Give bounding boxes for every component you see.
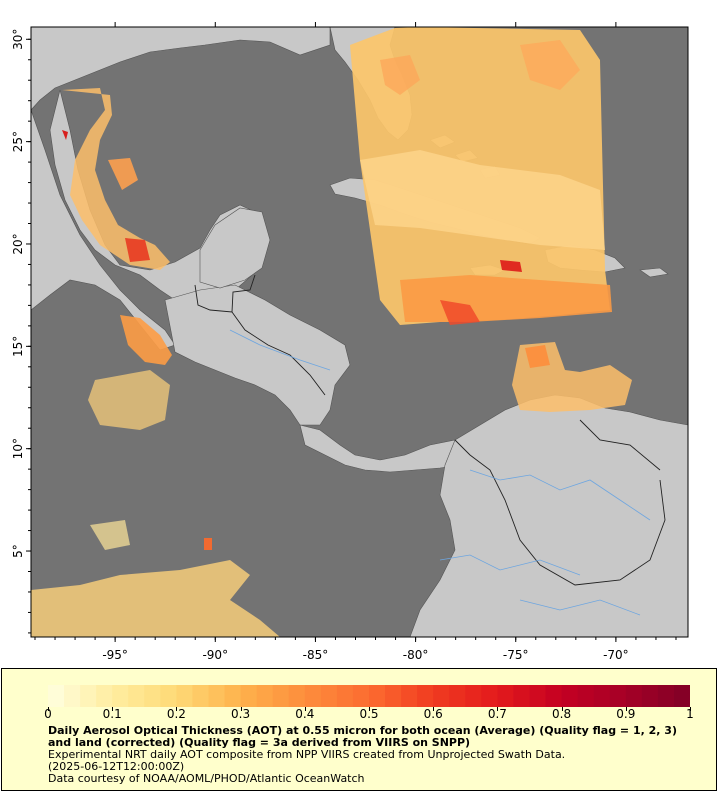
colorbar-cell [497, 685, 514, 707]
legend-source: Experimental NRT daily AOT composite fro… [48, 748, 566, 761]
colorbar-cell [625, 685, 643, 707]
x-axis: -95° -90° -85° -80° -75° -70° [34, 22, 677, 662]
colorbar-cell [401, 685, 418, 707]
colorbar-label: 0.4 [295, 707, 315, 721]
land-us-gulf-coast [31, 27, 331, 111]
colorbar-label: 0.6 [423, 707, 443, 721]
colorbar-cell [417, 685, 434, 707]
colorbar-tick [690, 707, 691, 711]
colorbar-cell [673, 685, 690, 707]
aot-swath-gulf [62, 88, 170, 270]
colorbar-cell [561, 685, 579, 707]
colorbar-cell [385, 685, 402, 707]
aot-swath-southwest [31, 560, 280, 637]
colorbar-tick [48, 707, 49, 711]
colorbar-label: 1 [686, 707, 694, 721]
aot-map: -95° -90° -85° -80° -75° -70° 30° 25° 20° 15° 10°… [11, 22, 689, 662]
y-tick-label: 15° [11, 336, 25, 357]
rivers [229, 329, 651, 616]
colorbar-cell [481, 685, 498, 707]
land-central-america [164, 284, 351, 426]
colorbar-label: 0.3 [231, 707, 251, 721]
colorbar-cell [513, 685, 530, 707]
colorbar-cell [545, 685, 563, 707]
colorbar-cell [657, 685, 675, 707]
x-tick-label: -90° [202, 648, 228, 662]
colorbar-cell [272, 685, 290, 707]
x-tick-label: -85° [303, 648, 329, 662]
colorbar-tick [497, 707, 499, 711]
colorbar-cell [64, 685, 81, 707]
colorbar-cell [224, 685, 242, 707]
colorbar-label: 0.2 [166, 707, 186, 721]
colorbar-cell [176, 685, 193, 707]
x-tick-label: -95° [102, 648, 128, 662]
colorbar-label: 0.1 [102, 707, 122, 721]
colorbar-cell [609, 685, 627, 707]
x-tick-label: -75° [503, 648, 529, 662]
aot-data-layer [31, 27, 632, 637]
colorbar-cell [593, 685, 611, 707]
y-tick-label: 10° [11, 438, 25, 459]
colorbar-cell [48, 685, 65, 707]
colorbar-cell [112, 685, 129, 707]
x-tick-label: -70° [603, 648, 629, 662]
y-tick-label: 5° [11, 544, 25, 558]
colorbar-label: 0.9 [616, 707, 636, 721]
colorbar-tick [561, 707, 563, 711]
legend-caption: Daily Aerosol Optical Thickness (AOT) at… [48, 725, 688, 785]
legend-panel: 0 0.1 0.2 0.3 0.4 0.5 0.6 0.7 0.8 0.9 1 Daily Aero… [1, 668, 717, 791]
colorbar-tick [240, 707, 242, 711]
legend-credit: Data courtesy of NOAA/AOML/PHOD/Atlantic… [48, 772, 365, 785]
colorbar-label: 0.5 [359, 707, 379, 721]
colorbar-tick [176, 707, 178, 711]
colorbar-cell [208, 685, 226, 707]
colorbar-tick [369, 707, 370, 711]
colorbar-cell [336, 685, 354, 707]
colorbar-label: 0 [44, 707, 52, 721]
x-tick-label: -80° [403, 648, 429, 662]
colorbar-cell [96, 685, 113, 707]
y-tick-label: 30° [11, 29, 25, 50]
colorbar-cell [256, 685, 274, 707]
country-borders [194, 274, 666, 586]
colorbar-tick [625, 707, 627, 711]
colorbar-tick [112, 707, 114, 711]
colorbar-cell [369, 685, 386, 707]
colorbar-tick [304, 707, 306, 711]
aot-swath-pacific [120, 315, 172, 365]
y-axis: 30° 25° 20° 15° 10° 5° [11, 29, 31, 634]
colorbar-label: 0.7 [487, 707, 507, 721]
colorbar-cell [304, 685, 322, 707]
colorbar-cell [449, 685, 466, 707]
colorbar-cell [352, 685, 370, 707]
colorbar-cell [433, 685, 450, 707]
colorbar-cell [80, 685, 97, 707]
colorbar-label: 0.8 [552, 707, 572, 721]
colorbar-cell [288, 685, 306, 707]
colorbar-tick [433, 707, 435, 711]
colorbar-cell [240, 685, 258, 707]
land-yucatan [199, 207, 271, 289]
land-puerto-rico [639, 267, 669, 278]
legend-title: Daily Aerosol Optical Thickness (AOT) at… [48, 724, 677, 749]
colorbar-cell [320, 685, 338, 707]
colorbar-cell [641, 685, 659, 707]
colorbar-cell [128, 685, 145, 707]
colorbar [48, 685, 690, 707]
colorbar-cell [144, 685, 161, 707]
legend-date: (2025-06-12T12:00:00Z) [48, 760, 185, 773]
colorbar-cell [529, 685, 547, 707]
y-tick-label: 25° [11, 131, 25, 152]
colorbar-cell [192, 685, 209, 707]
colorbar-cell [577, 685, 595, 707]
y-tick-label: 20° [11, 233, 25, 254]
colorbar-cell [160, 685, 177, 707]
colorbar-cell [465, 685, 482, 707]
map-frame [30, 26, 689, 638]
